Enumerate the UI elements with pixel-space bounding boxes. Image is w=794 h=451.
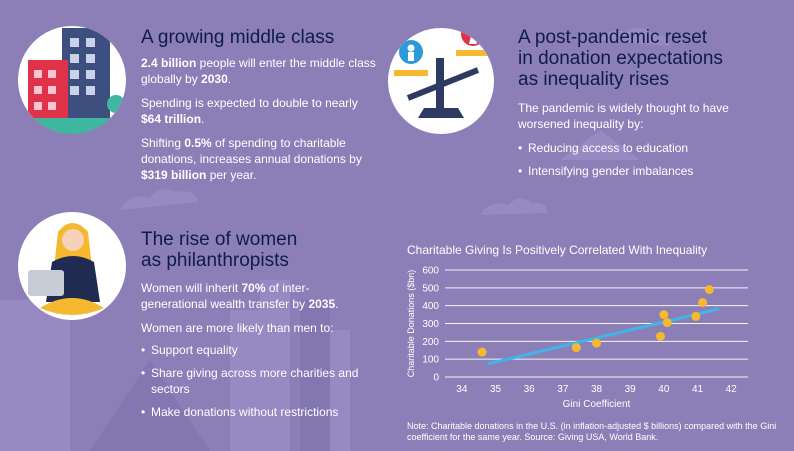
balance-scale-icon (388, 28, 494, 134)
section-heading-post-pandemic: A post-pandemic reset in donation expect… (518, 27, 723, 90)
emphasis-text: 2.4 billion (141, 56, 197, 70)
text-run: per year. (206, 168, 257, 182)
chart-source-note: Note: Charitable donations in the U.S. (… (407, 421, 777, 442)
x-tick-label: 41 (692, 384, 704, 395)
data-point (655, 331, 665, 341)
x-tick-label: 36 (524, 384, 536, 395)
text-run: of spending to charitable donations, inc… (141, 136, 362, 166)
x-tick-label: 39 (625, 384, 637, 395)
emphasis-text: 70% (241, 281, 266, 295)
section-heading-women-philanthropists: The rise of women as philanthropists (141, 229, 298, 271)
emphasis-text: 0.5% (184, 136, 212, 150)
post-pandemic-intro: The pandemic is widely thought to have w… (518, 101, 729, 131)
women-bullets: Support equality Share giving across mor… (141, 342, 376, 427)
text-run: Women will inherit (141, 281, 242, 295)
women-intro: Women are more likely than men to: (141, 321, 334, 335)
x-tick-label: 35 (490, 384, 502, 395)
middle-class-para-1: 2.4 billion people will enter the middle… (141, 55, 376, 87)
x-tick-label: 38 (591, 384, 603, 395)
y-tick-label: 100 (422, 355, 439, 366)
text-run: Shifting (141, 136, 185, 150)
emphasis-text: 2035 (308, 297, 336, 311)
list-item: Intensifying gender imbalances (518, 163, 768, 179)
y-tick-label: 300 (422, 319, 439, 330)
data-point (704, 285, 714, 295)
text-run: of inter-generational wealth transfer by (141, 281, 310, 311)
list-item: Support equality (141, 342, 376, 358)
text-run: . (227, 72, 232, 86)
data-point (698, 297, 708, 307)
data-point (592, 338, 601, 348)
x-tick-label: 42 (726, 384, 738, 395)
section-heading-middle-class: A growing middle class (141, 27, 335, 48)
text-run: . (335, 297, 339, 311)
y-tick-label: 400 (422, 301, 439, 312)
x-tick-label: 37 (557, 384, 569, 395)
women-para-1: Women will inherit 70% of inter-generati… (141, 280, 371, 312)
data-point (477, 347, 487, 357)
data-point (571, 343, 581, 353)
middle-class-para-2: Spending is expected to double to nearly… (141, 95, 376, 127)
text-run: Spending is expected to double to nearly (141, 96, 358, 110)
middle-class-para-3: Shifting 0.5% of spending to charitable … (141, 135, 376, 183)
x-tick-label: 34 (456, 384, 468, 395)
y-tick-label: 500 (422, 283, 439, 294)
y-axis-label: Charitable Donations ($bn) (406, 270, 416, 378)
trend-line (487, 307, 720, 366)
x-tick-label: 40 (658, 384, 670, 395)
emphasis-text: $319 billion (141, 168, 207, 182)
woman-laptop-icon (18, 212, 126, 320)
y-tick-label: 600 (422, 266, 439, 277)
list-item: Share giving across more charities and s… (141, 365, 376, 397)
y-tick-label: 0 (433, 373, 439, 384)
emphasis-text: $64 trillion (141, 112, 202, 126)
data-point (659, 310, 669, 320)
text-run: . (201, 112, 205, 126)
list-item: Reducing access to education (518, 140, 768, 156)
list-item: Make donations without restrictions (141, 404, 376, 420)
building-icon (18, 26, 126, 134)
y-tick-label: 200 (422, 337, 439, 348)
text-run: people will enter the middle class globa… (141, 56, 376, 86)
emphasis-text: 2030 (201, 72, 228, 86)
scatter-chart: 0 100 200 300 400 500 600 34 35 36 37 38 39 40 41 42 Gin… (406, 266, 748, 410)
x-axis-label: Gini Coefficient (563, 399, 631, 410)
chart-title: Charitable Giving Is Positively Correlat… (407, 243, 708, 257)
data-point (662, 318, 672, 328)
data-point (691, 311, 701, 321)
post-pandemic-bullets: Reducing access to education Intensifyin… (518, 140, 768, 186)
